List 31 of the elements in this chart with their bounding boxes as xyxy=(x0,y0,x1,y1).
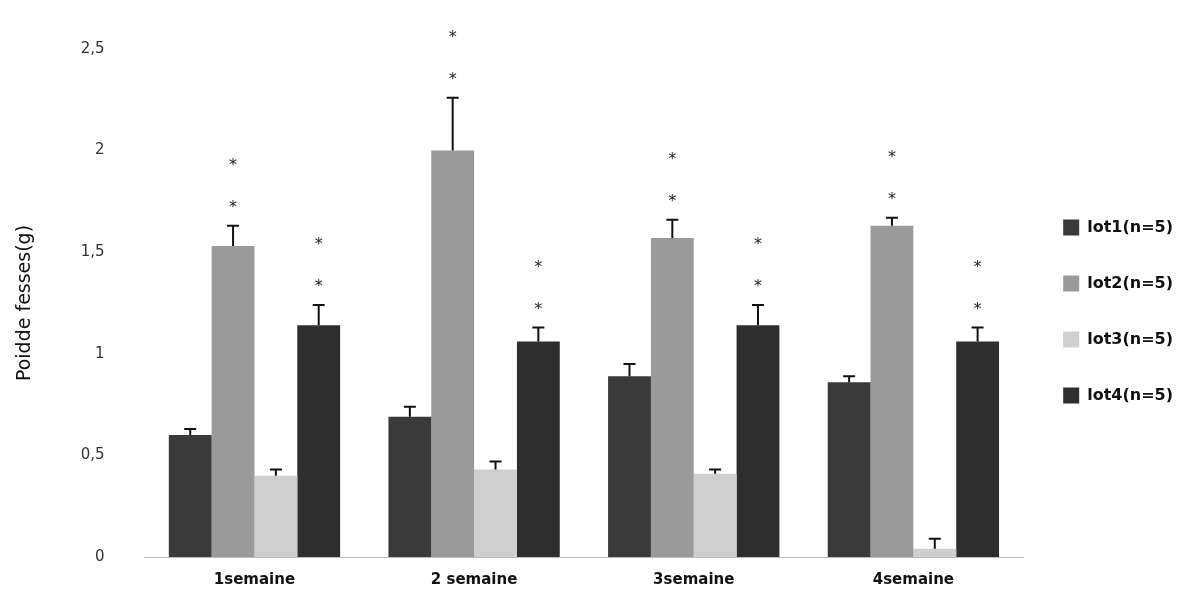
legend-label: lot4(n=5) xyxy=(1087,384,1173,404)
y-tick-label: 0,5 xyxy=(80,445,105,464)
legend-label: lot2(n=5) xyxy=(1087,272,1173,292)
y-axis-title: Poidde fesses(g) xyxy=(12,224,35,382)
annotation: * xyxy=(314,234,323,254)
annotation: * xyxy=(314,276,323,296)
x-tick-label: 1semaine xyxy=(213,569,296,588)
annotation: * xyxy=(229,196,238,216)
annotation: * xyxy=(534,298,543,318)
y-tick-label: 2,5 xyxy=(80,38,105,57)
x-tick-label: 4semaine xyxy=(872,569,955,588)
y-tick-label: 1,5 xyxy=(80,242,105,261)
y-tick-label: 1 xyxy=(95,343,105,362)
annotation: * xyxy=(753,276,762,296)
annotation: * xyxy=(229,154,238,174)
annotation: * xyxy=(668,148,677,168)
text: * xyxy=(448,26,457,46)
annotation: * xyxy=(668,190,677,210)
x-tick-label: 2 semaine xyxy=(430,569,518,588)
annotation: * xyxy=(973,256,982,276)
annotation: * xyxy=(534,256,543,276)
legend-label: lot1(n=5) xyxy=(1087,216,1173,236)
annotation: * xyxy=(887,146,896,166)
y-tick-label: 0 xyxy=(95,546,105,565)
annotation: * xyxy=(753,234,762,254)
x-tick-label: 3semaine xyxy=(653,569,735,588)
annotation: * xyxy=(973,298,982,318)
legend-label: lot3(n=5) xyxy=(1087,328,1173,348)
y-tick-label: 2 xyxy=(95,140,105,159)
annotation: * xyxy=(887,188,896,208)
annotation: * xyxy=(448,68,457,88)
